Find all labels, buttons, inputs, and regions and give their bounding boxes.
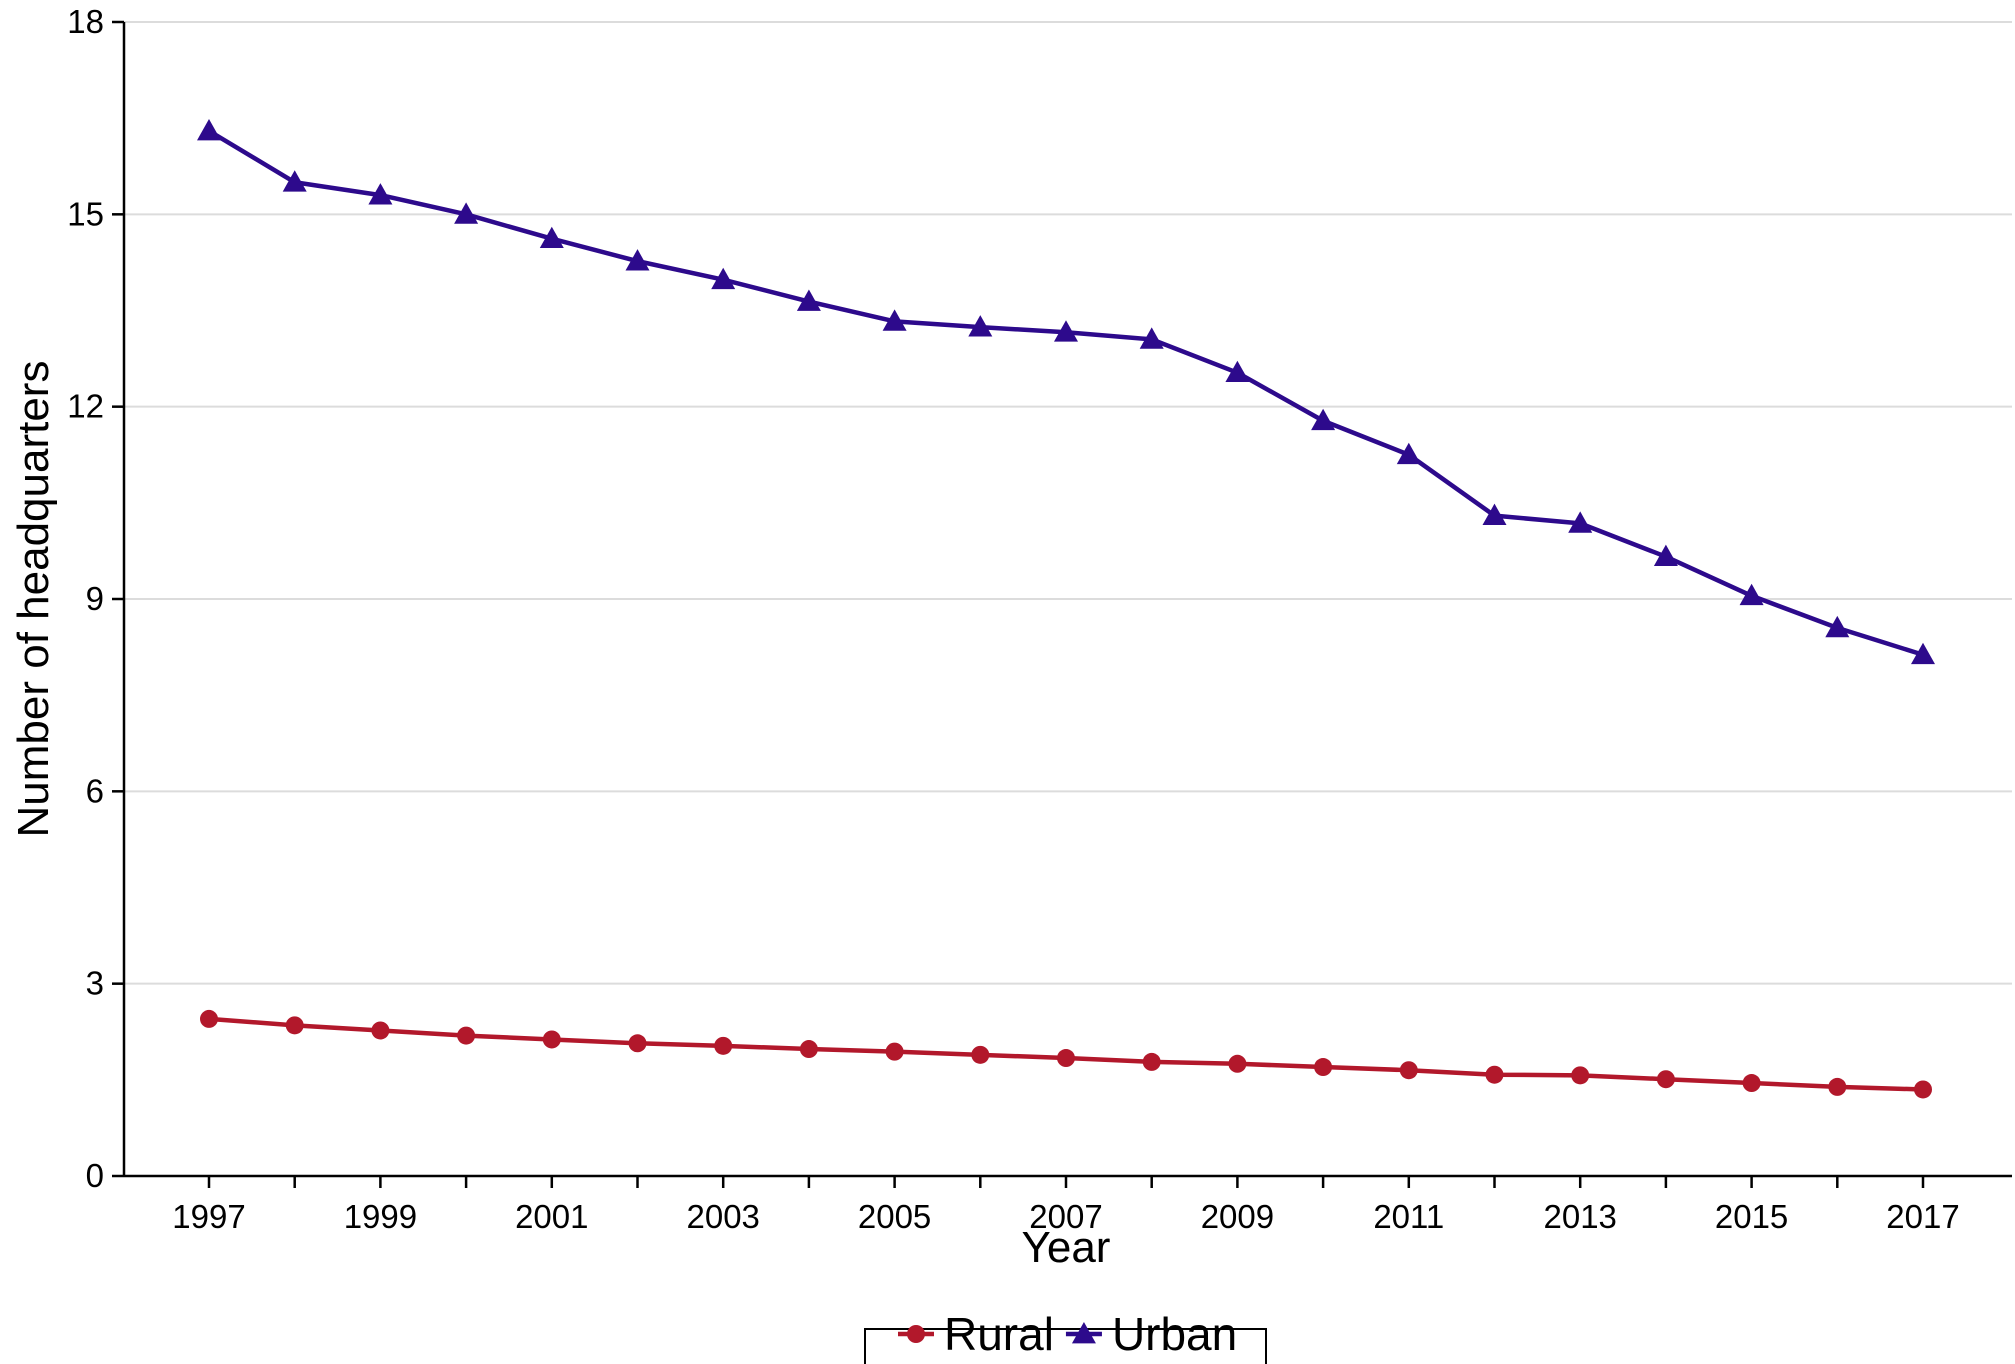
y-tick-label: 15 [67, 195, 104, 232]
data-point-rural [1057, 1049, 1075, 1068]
data-point-rural [200, 1009, 218, 1028]
data-point-urban [882, 309, 907, 331]
legend-label-rural: Rural [944, 1308, 1054, 1360]
data-point-urban [1911, 642, 1935, 665]
data-point-rural [457, 1026, 476, 1045]
legend-item-rural: Rural [898, 1308, 1054, 1360]
x-tick-label: 2003 [686, 1198, 759, 1235]
data-point-rural [628, 1034, 647, 1053]
series-rural [200, 1009, 1932, 1099]
data-point-rural [971, 1045, 990, 1064]
x-tick-label: 2007 [1029, 1198, 1102, 1235]
x-axis-title: Year [1022, 1223, 1111, 1272]
data-point-urban [1482, 503, 1507, 526]
x-tick-label: 1997 [172, 1198, 245, 1235]
series-urban [197, 118, 1935, 665]
legend-label-urban: Urban [1112, 1308, 1237, 1360]
x-tick-label: 2013 [1543, 1198, 1616, 1235]
legend-items: Rural Urban [898, 1308, 1237, 1360]
y-tick-label: 12 [67, 388, 104, 425]
y-tick-label: 0 [86, 1157, 104, 1194]
data-point-urban [1225, 360, 1250, 383]
data-point-urban [282, 170, 307, 192]
data-point-rural [371, 1021, 390, 1040]
data-point-urban [1139, 327, 1164, 349]
y-axis-ticks: 0 3 6 9 12 15 18 [67, 3, 124, 1194]
data-point-urban [1396, 442, 1421, 465]
data-point-urban [197, 118, 221, 141]
data-point-rural [1399, 1061, 1418, 1080]
data-point-urban [1054, 320, 1078, 342]
data-point-rural [285, 1016, 304, 1035]
x-tick-label: 2005 [858, 1198, 931, 1235]
data-point-rural [1228, 1054, 1247, 1073]
data-point-rural [1742, 1074, 1761, 1093]
data-point-urban [1568, 511, 1593, 533]
data-point-urban [711, 267, 736, 290]
x-axis-ticks: 1997 1999 2001 2003 2005 2007 2009 2011 2013 2015… [172, 1176, 1960, 1235]
legend-item-urban: Urban [1065, 1308, 1237, 1360]
x-tick-label: 2017 [1886, 1198, 1959, 1235]
data-point-urban [1311, 408, 1336, 431]
data-point-rural [542, 1030, 561, 1049]
data-point-urban [796, 289, 821, 311]
data-point-rural [1828, 1077, 1847, 1096]
x-tick-label: 2001 [515, 1198, 588, 1235]
y-tick-label: 6 [86, 772, 104, 809]
data-point-urban [539, 226, 564, 249]
legend-marker-rural [907, 1325, 925, 1343]
y-tick-label: 3 [86, 965, 104, 1002]
legend-marker-urban [1071, 1322, 1096, 1344]
y-tick-label: 9 [86, 580, 104, 617]
data-point-urban [1825, 615, 1850, 638]
series [197, 118, 1935, 1099]
data-point-urban [368, 183, 393, 205]
data-point-urban [968, 315, 993, 337]
y-tick-label: 18 [67, 3, 104, 40]
data-point-rural [714, 1036, 733, 1055]
data-point-rural [1314, 1058, 1333, 1077]
data-point-rural [1485, 1065, 1504, 1084]
data-point-rural [1656, 1070, 1675, 1089]
x-tick-label: 2009 [1201, 1198, 1274, 1235]
legend: Rural Urban [864, 1308, 1267, 1364]
data-point-urban [1653, 544, 1678, 567]
data-point-rural [1914, 1080, 1932, 1099]
data-point-urban [454, 202, 479, 224]
data-point-rural [885, 1042, 904, 1061]
x-tick-label: 2015 [1715, 1198, 1788, 1235]
data-point-rural [1571, 1066, 1590, 1085]
data-point-rural [1142, 1052, 1161, 1071]
y-axis-title: Number of headquarters [9, 361, 58, 838]
data-point-urban [625, 249, 650, 271]
data-point-rural [799, 1040, 818, 1059]
data-point-urban [1739, 583, 1764, 606]
x-tick-label: 2011 [1373, 1198, 1444, 1235]
x-tick-label: 1999 [344, 1198, 417, 1235]
gridlines [124, 21, 2012, 985]
